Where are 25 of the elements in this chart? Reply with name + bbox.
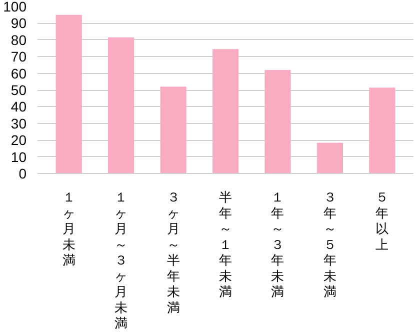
y-tick-label: 40: [10, 98, 27, 115]
bar: [160, 86, 186, 174]
bar: [316, 142, 343, 174]
y-tick-label: 0: [18, 166, 27, 182]
y-tick-label: 100: [3, 0, 27, 14]
category-label: １ヶ月～３ヶ月未満: [114, 190, 128, 330]
bar: [56, 14, 82, 174]
bar: [264, 70, 291, 174]
y-tick-label: 30: [10, 115, 27, 132]
y-tick-label: 10: [10, 148, 27, 165]
y-tick-label: 80: [10, 32, 27, 48]
x-tick-label: ５年以上: [376, 190, 389, 252]
y-tick-label: 70: [10, 48, 27, 65]
bar: [212, 49, 239, 174]
x-tick-label: 半年～１年未満: [219, 190, 232, 299]
bar: [108, 37, 134, 174]
bar: [369, 88, 396, 174]
x-tick-label: １年～３年未満: [271, 190, 284, 299]
y-tick-label: 20: [10, 132, 27, 148]
y-tick-label: 50: [10, 82, 27, 98]
y-tick-label: 90: [10, 15, 27, 32]
x-tick-label: ３ヶ月～半年未満: [166, 190, 180, 315]
x-tick-label: １ヶ月未満: [62, 190, 76, 268]
x-tick-label: ３年～５年未満: [323, 190, 336, 299]
y-tick-label: 60: [10, 65, 27, 82]
